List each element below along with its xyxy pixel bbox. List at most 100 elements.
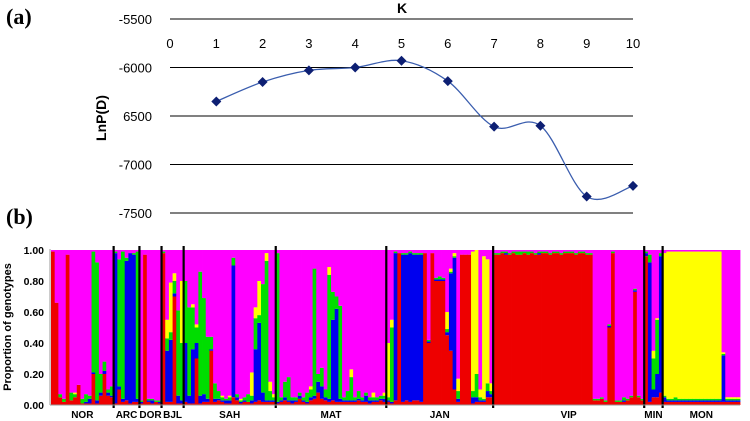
bar-segment (448, 273, 454, 351)
bar-segment (695, 400, 700, 402)
bar-segment (345, 391, 350, 401)
bar-segment (725, 401, 730, 405)
bar-segment (415, 254, 420, 401)
bar-segment (290, 397, 295, 401)
bar-segment (599, 398, 605, 405)
bar-segment (91, 372, 96, 374)
bar-segment (611, 250, 616, 252)
bar-segment (404, 253, 409, 255)
bar-segment (471, 391, 476, 398)
bar-segment (242, 401, 247, 405)
bar-segment (478, 389, 483, 398)
bar-segment (456, 398, 461, 402)
bar-segment (445, 312, 450, 330)
bar-segment (227, 403, 232, 405)
bar-segment (80, 250, 85, 399)
bar-segment (430, 253, 435, 405)
bar-segment (220, 395, 225, 398)
bar-segment (220, 400, 225, 402)
bar-segment (213, 401, 218, 405)
bar-segment (412, 250, 417, 254)
bar-segment (113, 403, 118, 405)
bar-segment (570, 253, 575, 405)
bar-segment (172, 296, 177, 405)
y-tick-label-b: 0.60 (24, 307, 45, 319)
bar-segment (246, 394, 251, 402)
bar-segment (349, 401, 354, 405)
bar-segment (419, 401, 424, 405)
bar-segment (669, 400, 675, 402)
bar-segment (150, 250, 155, 399)
bar-segment (389, 401, 395, 404)
bar-segment (515, 251, 520, 255)
bar-segment (566, 250, 571, 252)
bar-segment (662, 395, 667, 398)
bar-segment (507, 254, 512, 405)
bar-segment (614, 400, 619, 402)
bar-segment (703, 400, 708, 402)
bar-segment (316, 374, 321, 382)
bar-segment (566, 251, 571, 254)
bar-segment (529, 251, 535, 254)
bar-segment (253, 401, 258, 405)
bar-segment (109, 386, 115, 396)
bar-segment (544, 253, 549, 405)
bar-segment (533, 250, 538, 254)
y-tick-label: -7500 (119, 206, 152, 221)
bar-segment (128, 253, 133, 404)
bar-segment (393, 400, 398, 405)
bar-segment (194, 358, 199, 405)
bar-segment (474, 397, 479, 402)
bar-segment (522, 251, 527, 254)
bar-segment (334, 308, 339, 402)
bar-segment (209, 350, 214, 405)
y-tick-label-b: 1.00 (24, 245, 45, 257)
bar-segment (286, 250, 291, 378)
bar-segment (360, 400, 365, 402)
population-label: MIN (644, 410, 662, 421)
bar-segment (408, 250, 413, 252)
bar-segment (423, 250, 428, 254)
bar-segment (275, 250, 280, 254)
bar-segment (437, 250, 442, 277)
bar-segment (279, 400, 284, 402)
bar-segment (489, 383, 494, 392)
bar-segment (386, 400, 391, 402)
bar-segment (684, 251, 689, 399)
bar-segment (264, 260, 269, 401)
bar-segment (279, 397, 284, 401)
x-tick-labels: 0 1 2 3 4 5 6 7 8 9 10 (166, 36, 640, 51)
y-tick-label-b: 0.40 (24, 338, 45, 350)
bar-segment (216, 398, 221, 401)
bar-segment (360, 397, 365, 401)
bar-segment (275, 401, 280, 404)
bar-segment (695, 398, 700, 401)
bar-segment (179, 281, 185, 343)
bar-segment (688, 251, 693, 399)
bar-segment (662, 397, 667, 402)
bar-segment (714, 401, 719, 405)
bar-segment (187, 250, 192, 308)
bar-segment (246, 250, 251, 395)
bar-segment (728, 250, 734, 398)
bar-segment (397, 253, 402, 405)
bar-segment (238, 250, 243, 399)
bar-segment (389, 327, 395, 402)
bar-segment (456, 250, 461, 379)
bar-segment (599, 250, 605, 398)
bar-segment (695, 401, 700, 405)
bar-segment (555, 251, 560, 254)
bar-segment (478, 400, 483, 402)
bar-segment (139, 400, 144, 402)
bar-segment (655, 374, 660, 398)
bar-segment (360, 401, 365, 405)
bar-segment (227, 250, 232, 396)
bar-segment (327, 398, 332, 402)
bar-segment (124, 257, 129, 261)
bar-segment (253, 318, 258, 350)
data-point (442, 76, 453, 87)
bar-segment (216, 391, 221, 399)
bar-segment (165, 319, 170, 339)
bar-segment (161, 250, 166, 252)
bar-segment (504, 250, 509, 252)
